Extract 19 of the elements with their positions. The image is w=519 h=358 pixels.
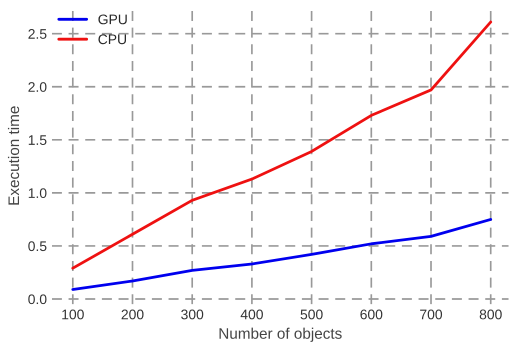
line-series [71,218,492,291]
y-tick-label: 1.0 [28,188,46,198]
x-tick-label: 700 [420,310,442,320]
y-tick-label: 1.5 [28,135,46,145]
y-tick-label: 2.5 [28,29,46,39]
y-axis-title: Execution time [8,106,20,205]
x-tick-label: 600 [360,310,382,320]
x-tick-label: 400 [240,310,263,320]
legend-label: GPU [98,14,127,24]
x-tick-label: 200 [122,310,144,320]
y-tick-label: 2.0 [28,82,46,92]
x-tick-label: 300 [181,310,204,320]
x-tick-label: 800 [480,310,502,320]
y-tick-label: 0.0 [28,294,46,304]
x-tick-label: 100 [62,310,84,320]
legend-label: CPU [98,34,126,44]
x-axis-title: Number of objects [220,328,342,342]
y-tick-label: 0.5 [28,241,46,252]
x-tick-label: 500 [300,310,323,320]
